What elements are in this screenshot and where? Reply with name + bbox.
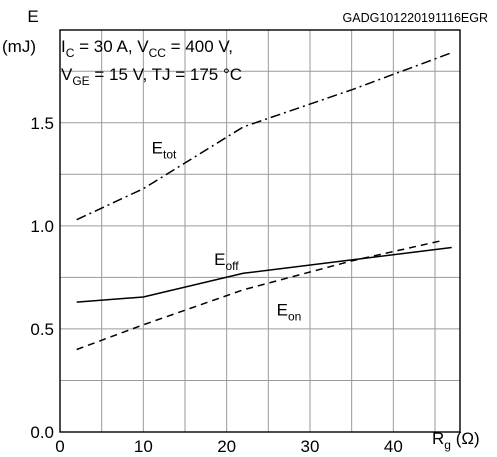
series-label-e-tot: Etot	[152, 139, 177, 162]
cond-i-value: = 30 A, V	[74, 37, 149, 56]
conditions-line-1: IC = 30 A, VCC = 400 V,	[61, 37, 233, 60]
x-tick-label: 40	[384, 437, 403, 456]
series-label-subscript: off	[226, 259, 240, 273]
x-tick-label: 0	[55, 437, 64, 456]
series-line-e-on	[76, 239, 444, 351]
x-tick-label: 30	[301, 437, 320, 456]
series-label-main: E	[152, 139, 163, 158]
cond-vcc-subscript: CC	[149, 46, 167, 60]
series-line-e-off	[76, 246, 452, 303]
conditions-line-2: VGE = 15 V, TJ = 175 °C	[61, 65, 242, 88]
cond-vcc-value: = 400 V,	[166, 37, 233, 56]
y-tick-label: 1.5	[30, 114, 54, 133]
cond-v-symbol: V	[61, 65, 73, 84]
x-axis-label: Rg (Ω)	[432, 429, 480, 452]
y-tick-label: 0.0	[30, 423, 54, 442]
x-tick-label: 20	[217, 437, 236, 456]
series-line-e-tot	[76, 51, 452, 221]
cond-vge-subscript: GE	[72, 74, 89, 88]
series-label-main: E	[277, 301, 288, 320]
y-axis-label-unit: (mJ)	[2, 37, 36, 56]
grid	[60, 30, 460, 432]
x-axis-label-unit: (Ω)	[451, 429, 480, 448]
series-label-e-on: Eon	[277, 301, 302, 324]
series-label-main: E	[214, 250, 225, 269]
figure-id: GADG101220191116EGR	[343, 11, 488, 25]
cond-vge-value: = 15 V, TJ = 175 °C	[90, 65, 242, 84]
x-axis-label-symbol: R	[432, 429, 444, 448]
tick-labels: 0 10 20 30 40 0.0 0.5 1.0 1.5	[30, 114, 402, 456]
plot-frame	[59, 29, 461, 433]
series-label-subscript: on	[288, 310, 301, 324]
cond-i-symbol: I	[61, 37, 66, 56]
series-label-subscript: tot	[163, 148, 177, 162]
series-label-e-off: Eoff	[214, 250, 239, 273]
series-group	[76, 51, 452, 351]
y-tick-label: 1.0	[30, 217, 54, 236]
y-axis-label-symbol: E	[27, 7, 38, 26]
x-tick-label: 10	[134, 437, 153, 456]
y-tick-label: 0.5	[30, 320, 54, 339]
x-axis-label-subscript: g	[444, 438, 451, 452]
cond-i-subscript: C	[66, 46, 75, 60]
